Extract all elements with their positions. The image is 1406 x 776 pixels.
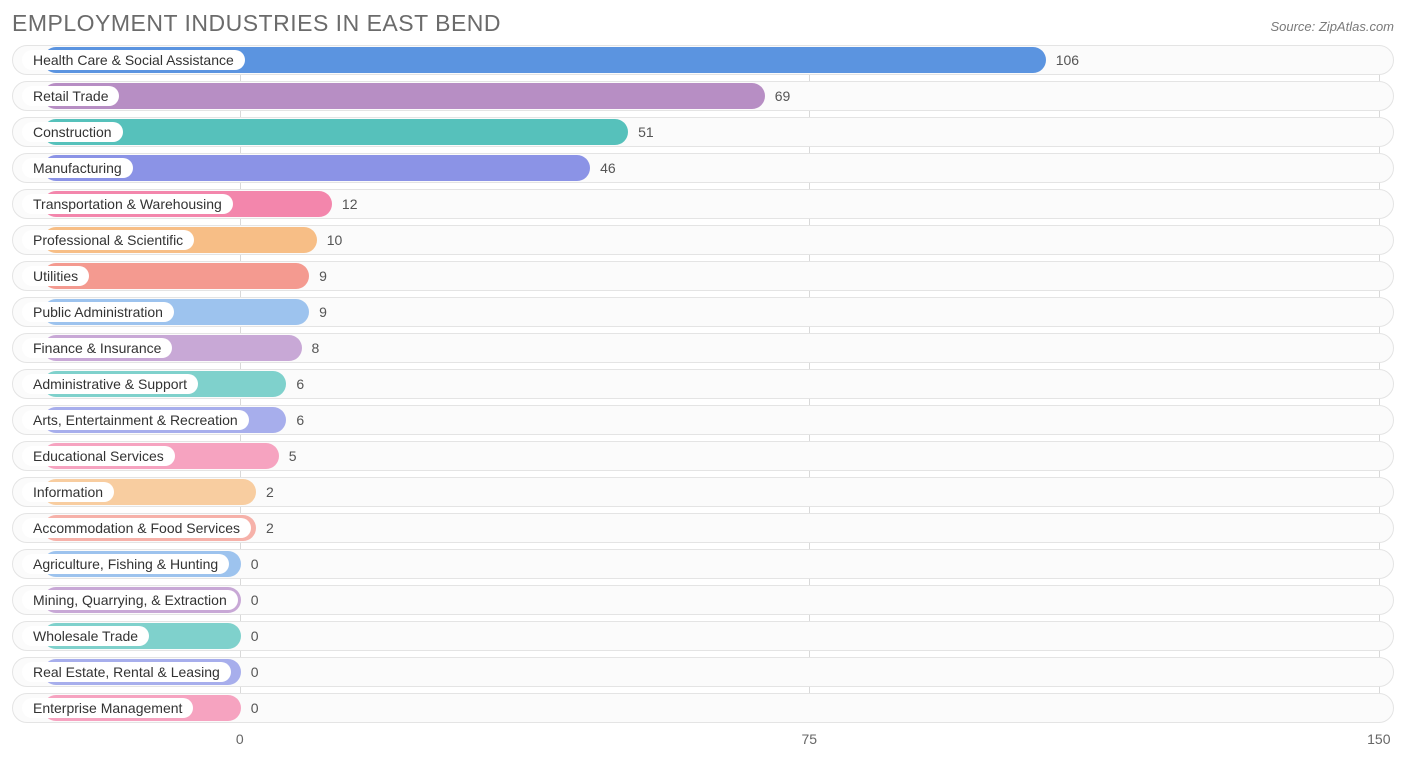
- bar-row: Accommodation & Food Services 2: [12, 513, 1394, 543]
- bar-value-label: 106: [1056, 46, 1079, 74]
- bar-category-label: Information: [22, 482, 114, 502]
- bar-row: Retail Trade 69: [12, 81, 1394, 111]
- chart-header: EMPLOYMENT INDUSTRIES IN EAST BEND Sourc…: [12, 10, 1394, 37]
- bar-category-label: Manufacturing: [22, 158, 133, 178]
- bar-value-label: 2: [266, 478, 274, 506]
- bar-value-label: 12: [342, 190, 358, 218]
- bar-value-label: 2: [266, 514, 274, 542]
- x-axis-tick-label: 75: [802, 731, 818, 747]
- bar-row: Administrative & Support 6: [12, 369, 1394, 399]
- bar-category-label: Arts, Entertainment & Recreation: [22, 410, 249, 430]
- bar-row: Professional & Scientific 10: [12, 225, 1394, 255]
- bar-category-label: Administrative & Support: [22, 374, 198, 394]
- bar-row: Arts, Entertainment & Recreation 6: [12, 405, 1394, 435]
- bars-container: Health Care & Social Assistance106Retail…: [12, 45, 1394, 723]
- x-axis-labels: 0 75 150: [12, 729, 1394, 749]
- bar-category-label: Wholesale Trade: [22, 626, 149, 646]
- bar-category-label: Accommodation & Food Services: [22, 518, 251, 538]
- bar-row: Educational Services 5: [12, 441, 1394, 471]
- bar-row: Manufacturing 46: [12, 153, 1394, 183]
- bar-category-label: Educational Services: [22, 446, 175, 466]
- bar-value-label: 10: [327, 226, 343, 254]
- bar-value-label: 8: [312, 334, 320, 362]
- bar-category-label: Retail Trade: [22, 86, 119, 106]
- bar-value-label: 0: [251, 586, 259, 614]
- bar-row: Construction 51: [12, 117, 1394, 147]
- chart-area: Health Care & Social Assistance106Retail…: [12, 45, 1394, 749]
- bar-value-label: 0: [251, 694, 259, 722]
- bar-row: Wholesale Trade 0: [12, 621, 1394, 651]
- bar-fill: [43, 83, 764, 109]
- bar-row: Real Estate, Rental & Leasing 0: [12, 657, 1394, 687]
- bar-category-label: Construction: [22, 122, 123, 142]
- bar-value-label: 0: [251, 658, 259, 686]
- bar-row: Utilities 9: [12, 261, 1394, 291]
- bar-row: Health Care & Social Assistance 106: [12, 45, 1394, 75]
- bar-value-label: 9: [319, 262, 327, 290]
- bar-row: Agriculture, Fishing & Hunting 0: [12, 549, 1394, 579]
- bar-value-label: 6: [296, 406, 304, 434]
- bar-row: Enterprise Management 0: [12, 693, 1394, 723]
- bar-value-label: 5: [289, 442, 297, 470]
- bar-category-label: Finance & Insurance: [22, 338, 172, 358]
- bar-value-label: 0: [251, 550, 259, 578]
- chart-plot: Health Care & Social Assistance106Retail…: [12, 45, 1394, 749]
- x-axis-tick-label: 150: [1367, 731, 1390, 747]
- bar-category-label: Health Care & Social Assistance: [22, 50, 245, 70]
- bar-category-label: Transportation & Warehousing: [22, 194, 233, 214]
- bar-category-label: Professional & Scientific: [22, 230, 194, 250]
- bar-row: Public Administration 9: [12, 297, 1394, 327]
- bar-fill: [43, 119, 628, 145]
- bar-category-label: Utilities: [22, 266, 89, 286]
- bar-category-label: Real Estate, Rental & Leasing: [22, 662, 231, 682]
- bar-category-label: Agriculture, Fishing & Hunting: [22, 554, 229, 574]
- chart-source: Source: ZipAtlas.com: [1270, 19, 1394, 34]
- bar-category-label: Enterprise Management: [22, 698, 193, 718]
- bar-category-label: Public Administration: [22, 302, 174, 322]
- chart-title: EMPLOYMENT INDUSTRIES IN EAST BEND: [12, 10, 501, 37]
- bar-row: Mining, Quarrying, & Extraction 0: [12, 585, 1394, 615]
- bar-row: Finance & Insurance 8: [12, 333, 1394, 363]
- bar-row: Transportation & Warehousing 12: [12, 189, 1394, 219]
- bar-value-label: 69: [775, 82, 791, 110]
- bar-value-label: 9: [319, 298, 327, 326]
- bar-row: Information 2: [12, 477, 1394, 507]
- x-axis-tick-label: 0: [236, 731, 244, 747]
- bar-value-label: 0: [251, 622, 259, 650]
- bar-value-label: 46: [600, 154, 616, 182]
- bar-value-label: 51: [638, 118, 654, 146]
- bar-value-label: 6: [296, 370, 304, 398]
- bar-category-label: Mining, Quarrying, & Extraction: [22, 590, 238, 610]
